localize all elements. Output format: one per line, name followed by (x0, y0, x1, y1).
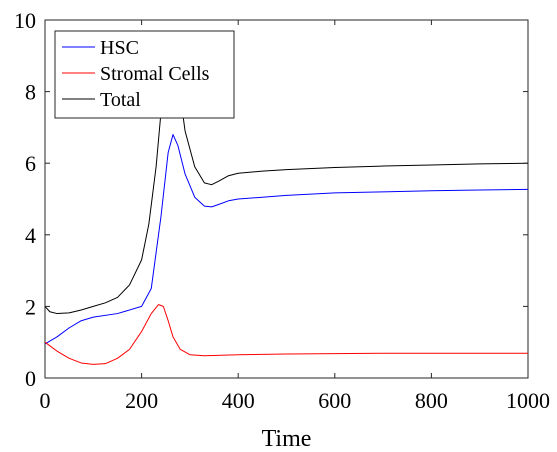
x-tick-label: 1000 (506, 388, 550, 413)
y-tick-label: 10 (14, 8, 36, 33)
y-tick-labels: 0 2 4 6 8 10 (14, 8, 36, 391)
x-axis-title: Time (262, 426, 312, 452)
series-line-hsc (45, 134, 528, 345)
y-tick-label: 0 (25, 366, 36, 391)
legend-box (54, 30, 235, 119)
tick-layer (44, 19, 529, 379)
x-tick-label: 0 (40, 388, 51, 413)
series-line-stromal-cells (45, 304, 528, 365)
x-tick-label: 400 (222, 388, 255, 413)
y-tick-label: 8 (25, 80, 36, 105)
y-tick-label: 6 (25, 151, 36, 176)
legend-label: Total (100, 89, 141, 111)
legend-label: HSC (100, 37, 139, 59)
x-tick-labels: 0 200 400 600 800 1000 (40, 388, 551, 413)
legend-items: HSC Stromal Cells Total (62, 37, 210, 111)
y-tick-label: 2 (25, 294, 36, 319)
x-tick-label: 600 (318, 388, 351, 413)
x-tick-label: 200 (125, 388, 158, 413)
legend: HSC Stromal Cells Total (54, 30, 235, 119)
x-tick-label: 800 (415, 388, 448, 413)
y-tick-label: 4 (25, 223, 36, 248)
legend-label: Stromal Cells (100, 63, 210, 85)
